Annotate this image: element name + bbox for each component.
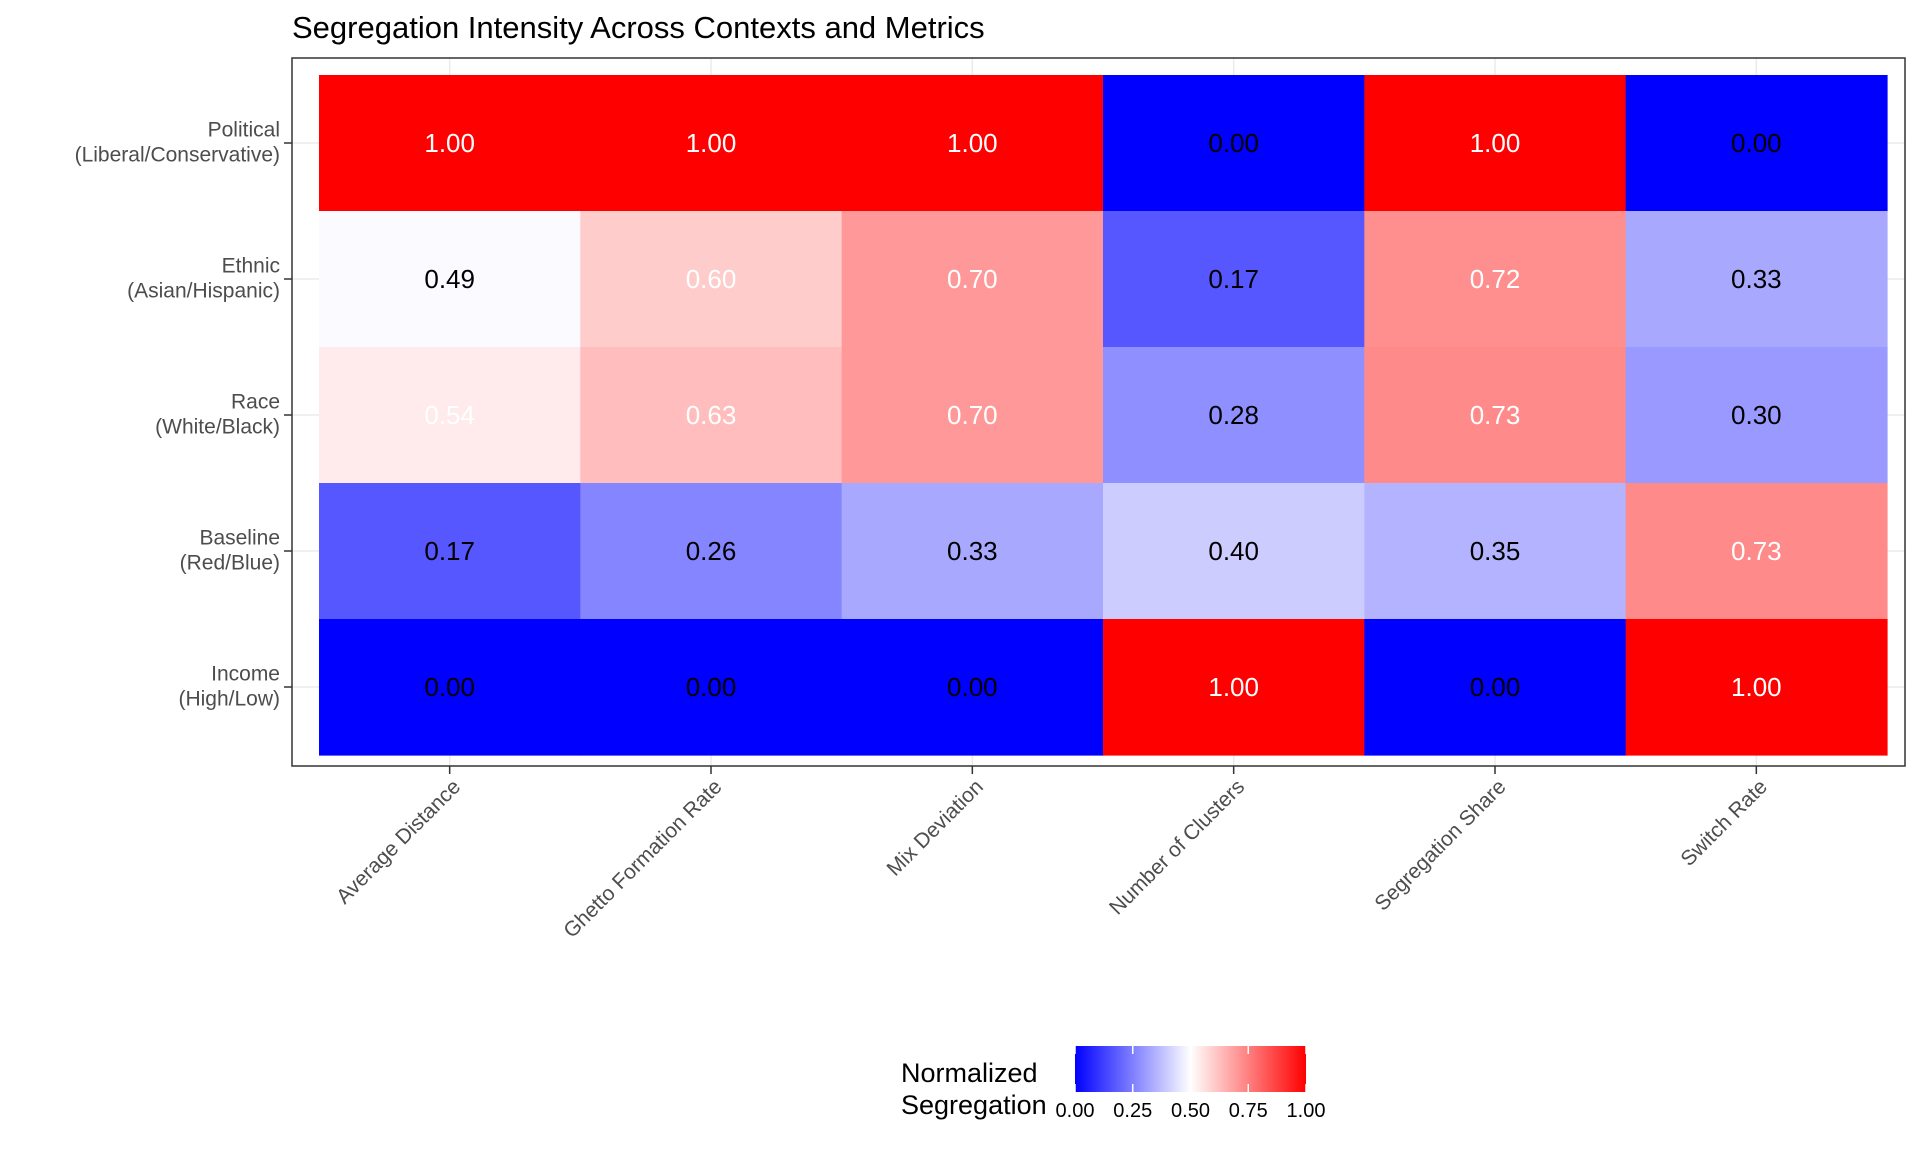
cell-value-label: 1.00 <box>1731 672 1782 702</box>
y-tick-label: Political <box>208 119 280 142</box>
y-tick-label: Ethnic <box>222 255 280 278</box>
heatmap-cell <box>319 347 581 484</box>
heatmap-cell <box>841 483 1104 620</box>
cell-value-label: 0.00 <box>1731 128 1782 158</box>
heatmap-cell <box>1103 75 1365 212</box>
heatmap-cell <box>580 211 843 348</box>
cell-value-label: 0.00 <box>1470 672 1521 702</box>
cell-value-label: 0.17 <box>1208 264 1259 294</box>
heatmap-cell <box>1364 347 1627 484</box>
cell-value-label: 1.00 <box>947 128 998 158</box>
cell-value-label: 0.17 <box>424 536 475 566</box>
cell-value-label: 1.00 <box>424 128 475 158</box>
x-tick-label: Ghetto Formation Rate <box>559 775 726 942</box>
cell-value-label: 0.72 <box>1470 264 1521 294</box>
heatmap-cell <box>1103 619 1365 756</box>
cell-value-label: 1.00 <box>686 128 737 158</box>
cell-value-label: 0.00 <box>1208 128 1259 158</box>
x-tick-label: Switch Rate <box>1676 775 1771 870</box>
cell-value-label: 0.30 <box>1731 400 1782 430</box>
cell-value-label: 0.73 <box>1470 400 1521 430</box>
heatmap-cell <box>580 347 843 484</box>
cell-value-label: 0.49 <box>424 264 475 294</box>
heatmap-cell <box>1364 619 1627 756</box>
heatmap-cell <box>841 211 1104 348</box>
cell-value-label: 0.54 <box>424 400 475 430</box>
heatmap-cell <box>1103 211 1365 348</box>
legend-tick-label: 0.75 <box>1229 1100 1268 1122</box>
y-tick-label: (Asian/Hispanic) <box>127 280 280 303</box>
legend-tick-label: 1.00 <box>1287 1100 1326 1122</box>
x-tick-label: Number of Clusters <box>1105 775 1249 919</box>
legend-title: Segregation <box>901 1090 1047 1120</box>
y-tick-label: (High/Low) <box>178 688 280 711</box>
heatmap-cell <box>1625 483 1888 620</box>
cell-value-label: 0.33 <box>947 536 998 566</box>
heatmap-cell <box>1625 619 1888 756</box>
cell-value-label: 1.00 <box>1208 672 1259 702</box>
cells-layer <box>319 75 1888 756</box>
heatmap-cell <box>580 619 843 756</box>
y-tick-label: Income <box>211 663 280 686</box>
x-tick-label: Segregation Share <box>1370 775 1510 915</box>
heatmap-cell <box>580 75 843 212</box>
heatmap-cell <box>319 483 581 620</box>
heatmap-cell <box>841 347 1104 484</box>
heatmap-cell <box>580 483 843 620</box>
heatmap-cell <box>1364 483 1627 620</box>
cell-value-label: 0.70 <box>947 264 998 294</box>
cell-value-label: 0.28 <box>1208 400 1259 430</box>
legend-tick-label: 0.00 <box>1056 1100 1095 1122</box>
y-tick-label: (Liberal/Conservative) <box>75 144 280 167</box>
cell-value-label: 1.00 <box>1470 128 1521 158</box>
legend-tick-label: 0.25 <box>1113 1100 1152 1122</box>
x-tick-label: Average Distance <box>332 775 465 908</box>
y-axis: Political(Liberal/Conservative) Ethnic(As… <box>75 119 292 711</box>
y-tick-label: (White/Black) <box>155 416 280 439</box>
heatmap-cell <box>1625 75 1888 212</box>
heatmap-cell <box>319 211 581 348</box>
cell-value-label: 0.73 <box>1731 536 1782 566</box>
cell-value-label: 0.70 <box>947 400 998 430</box>
cell-value-label: 0.00 <box>686 672 737 702</box>
cell-value-label: 0.63 <box>686 400 737 430</box>
y-tick-label: (Red/Blue) <box>180 552 280 575</box>
chart-title: Segregation Intensity Across Contexts an… <box>292 10 985 45</box>
cell-value-label: 0.35 <box>1470 536 1521 566</box>
cell-value-label: 0.00 <box>947 672 998 702</box>
heatmap-cell <box>1364 211 1627 348</box>
heatmap-cell <box>1625 347 1888 484</box>
y-tick-label: Baseline <box>199 527 280 550</box>
cell-value-label: 0.33 <box>1731 264 1782 294</box>
heatmap-cell <box>841 75 1104 212</box>
heatmap-cell <box>1364 75 1627 212</box>
x-axis: Average Distance Ghetto Formation Rate Mix… <box>332 766 1772 943</box>
panel-border <box>291 57 1906 767</box>
y-tick-label: Race <box>231 391 280 414</box>
cell-value-label: 0.60 <box>686 264 737 294</box>
cell-value-label: 0.00 <box>424 672 475 702</box>
heatmap-cell <box>841 619 1104 756</box>
cell-value-label: 0.26 <box>686 536 737 566</box>
legend-title: Normalized <box>901 1058 1038 1088</box>
heatmap-cell <box>1625 211 1888 348</box>
heatmap-cell <box>1103 347 1365 484</box>
heatmap-cell <box>1103 483 1365 620</box>
heatmap-cell <box>319 75 581 212</box>
heatmap-cell <box>319 619 581 756</box>
cell-value-label: 0.40 <box>1208 536 1259 566</box>
x-tick-label: Mix Deviation <box>882 775 987 880</box>
cell-labels-layer: 1.00 1.00 1.00 0.00 1.00 0.00 0.49 0.60 0.70 0.17… <box>424 128 1781 702</box>
legend-tick-label: 0.50 <box>1171 1100 1210 1122</box>
